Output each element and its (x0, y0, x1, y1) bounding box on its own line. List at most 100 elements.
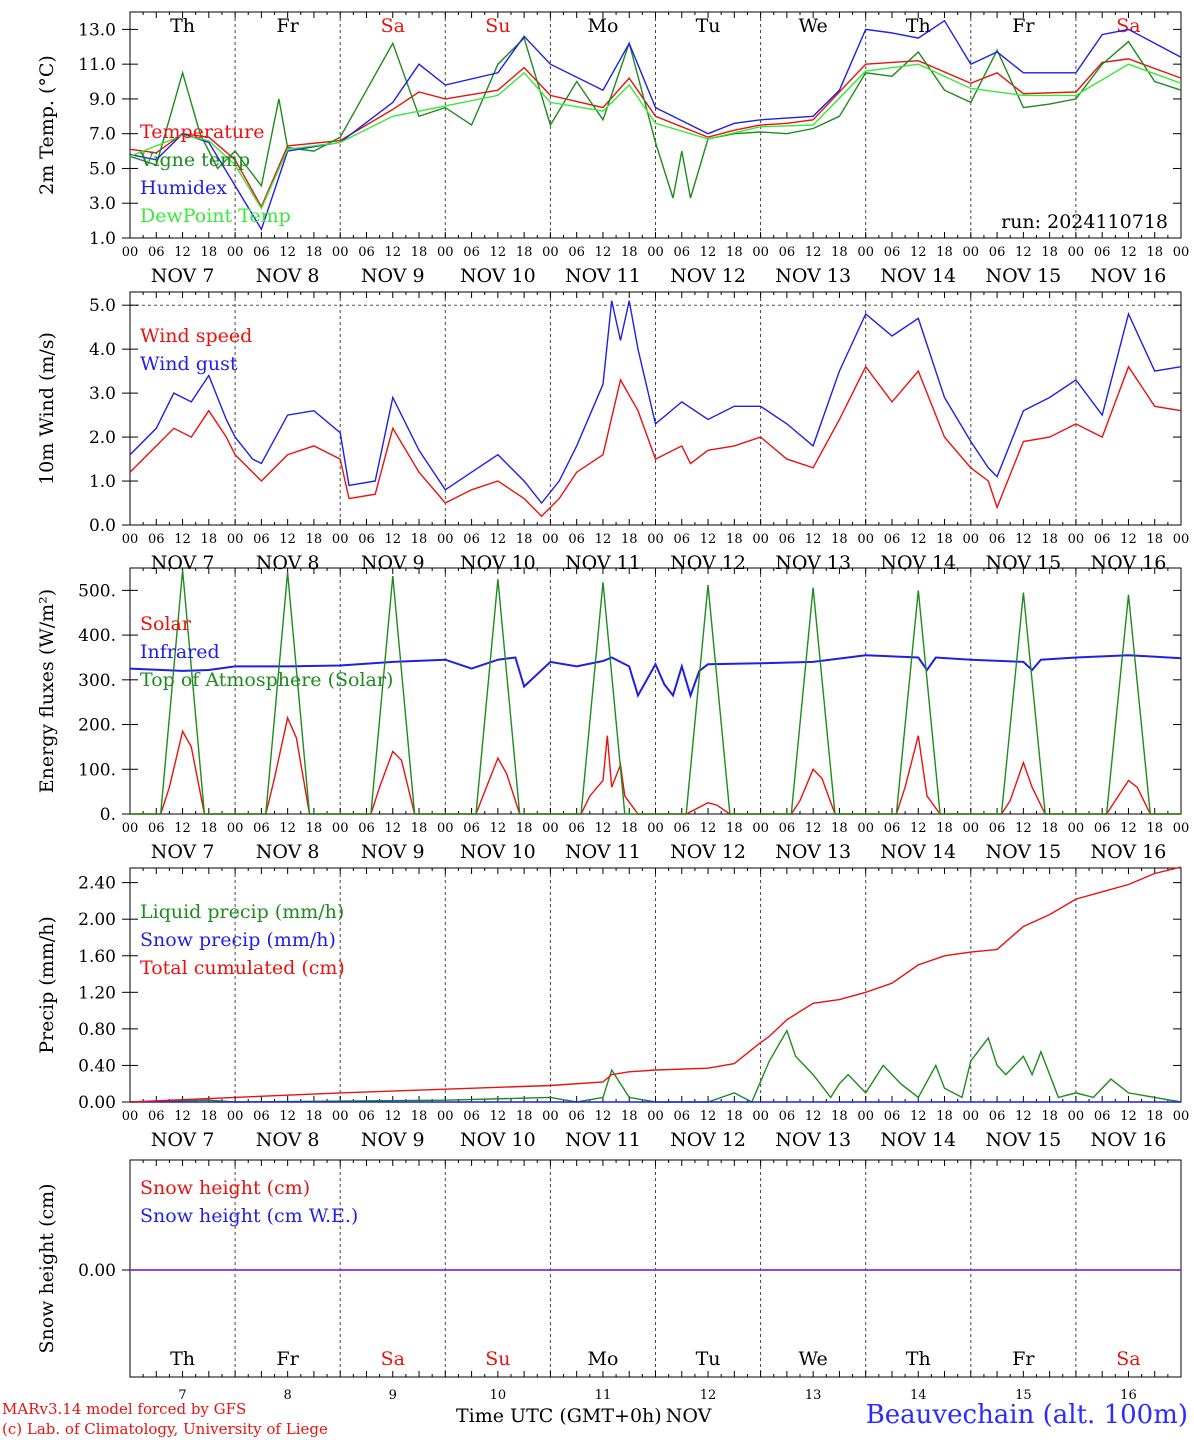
hour-tick-label: 12 (1015, 1109, 1032, 1124)
hour-tick-label: 12 (384, 532, 401, 547)
panel-1: 00 06 12 18 00 06 12 18 00 06 12 18 00 06 12 18 00 06 12 18… (36, 11, 1190, 287)
hour-tick-label: 00 (1068, 532, 1085, 547)
hour-tick-label: 06 (253, 245, 270, 260)
day-number-label: 10 (490, 1388, 507, 1403)
day-number-label: 13 (805, 1388, 822, 1403)
date-label: NOV 11 (565, 265, 641, 287)
day-number-label: 9 (389, 1388, 397, 1403)
month-label: NOV (665, 1405, 712, 1427)
hour-tick-label: 18 (1146, 532, 1163, 547)
hour-tick-label: 06 (1094, 821, 1111, 836)
legend-entry: Snow height (cm) (140, 1177, 310, 1199)
hour-tick-label: 12 (805, 821, 822, 836)
hour-tick-label: 18 (201, 245, 218, 260)
hour-tick-label: 18 (726, 821, 743, 836)
hour-tick-label: 00 (227, 1109, 244, 1124)
hour-tick-label: 18 (936, 245, 953, 260)
hour-tick-label: 06 (674, 245, 691, 260)
hour-tick-label: 00 (542, 1109, 559, 1124)
hour-tick-label: 00 (1173, 245, 1190, 260)
hour-tick-label: 00 (332, 532, 349, 547)
y-tick-label: 1.0 (89, 472, 116, 492)
y-tick-label: 100. (78, 760, 116, 780)
hour-tick-label: 18 (1041, 245, 1058, 260)
date-label: NOV 8 (256, 265, 320, 287)
hour-tick-label: 18 (726, 532, 743, 547)
date-label: NOV 16 (1091, 841, 1167, 863)
hour-tick-label: 18 (1146, 821, 1163, 836)
day-name-label: Fr (1012, 15, 1035, 37)
hour-tick-label: 18 (306, 532, 323, 547)
day-number-label: 14 (910, 1388, 927, 1403)
hour-tick-label: 00 (963, 1109, 980, 1124)
hour-tick-label: 06 (568, 245, 585, 260)
hour-tick-label: 00 (122, 532, 139, 547)
hour-tick-label: 00 (752, 245, 769, 260)
y-tick-label: 0.00 (78, 1093, 116, 1113)
hour-tick-label: 18 (1146, 1109, 1163, 1124)
hour-tick-label: 00 (647, 245, 664, 260)
y-tick-label: 1.60 (78, 947, 116, 967)
legend-entry: Infrared (140, 641, 220, 663)
hour-tick-label: 00 (1068, 245, 1085, 260)
hour-tick-label: 06 (989, 245, 1006, 260)
hour-tick-label: 00 (647, 532, 664, 547)
day-name-label: Fr (277, 1348, 300, 1370)
y-tick-label: 5.0 (89, 159, 116, 179)
hour-tick-label: 18 (306, 245, 323, 260)
hour-tick-label: 00 (647, 821, 664, 836)
hour-tick-label: 06 (358, 821, 375, 836)
hour-tick-label: 12 (174, 532, 191, 547)
series-line (129, 654, 1182, 699)
date-label: NOV 13 (775, 265, 851, 287)
hour-tick-label: 06 (884, 1109, 901, 1124)
date-label: NOV 9 (361, 841, 425, 863)
hour-tick-label: 06 (989, 532, 1006, 547)
legend-entry: Top of Atmosphere (Solar) (140, 669, 393, 691)
day-name-label: Su (485, 15, 510, 37)
hour-tick-label: 00 (857, 532, 874, 547)
hour-tick-label: 06 (463, 1109, 480, 1124)
y-axis-label: Snow height (cm) (36, 1183, 58, 1353)
y-axis-label: 2m Temp. (°C) (36, 55, 58, 195)
y-tick-label: 400. (78, 626, 116, 646)
day-name-label: Sa (1116, 15, 1140, 37)
y-tick-label: 0. (100, 805, 116, 825)
hour-tick-label: 12 (595, 821, 612, 836)
hour-tick-label: 06 (779, 1109, 796, 1124)
date-label: NOV 8 (256, 1129, 320, 1151)
day-name-label: We (799, 15, 828, 37)
day-name-label: Tu (696, 15, 721, 37)
day-name-label: Sa (381, 15, 405, 37)
panel-5: 0.00 Snow height (cm) Snow height (cm) Snow… (36, 1159, 1182, 1403)
y-tick-label: 0.00 (78, 1261, 116, 1281)
hour-tick-label: 12 (174, 245, 191, 260)
y-tick-label: 1.20 (78, 983, 116, 1003)
day-number-label: 11 (595, 1388, 612, 1403)
hour-tick-label: 18 (621, 245, 638, 260)
legend-entry: DewPoint Temp (140, 205, 291, 227)
y-tick-label: 300. (78, 671, 116, 691)
series-line (129, 19, 1182, 231)
date-label: NOV 7 (151, 1129, 215, 1151)
hour-tick-label: 18 (726, 1109, 743, 1124)
hour-tick-label: 12 (384, 1109, 401, 1124)
hour-tick-label: 00 (857, 1109, 874, 1124)
date-label: NOV 9 (361, 1129, 425, 1151)
hour-tick-label: 12 (910, 245, 927, 260)
hour-tick-label: 12 (700, 245, 717, 260)
date-label: NOV 7 (151, 265, 215, 287)
day-name-label: Fr (277, 15, 300, 37)
legend-entry: Temperature (140, 121, 264, 143)
hour-tick-label: 00 (122, 245, 139, 260)
hour-tick-label: 00 (963, 821, 980, 836)
hour-tick-label: 06 (779, 532, 796, 547)
series-line (130, 715, 1181, 815)
hour-tick-label: 00 (122, 821, 139, 836)
date-label: NOV 14 (880, 265, 956, 287)
hour-tick-label: 18 (201, 821, 218, 836)
hour-tick-label: 12 (1120, 1109, 1137, 1124)
credits: MARv3.14 model forced by GFS (c) Lab. of… (2, 1399, 328, 1439)
date-label: NOV 8 (256, 841, 320, 863)
hour-tick-label: 12 (279, 1109, 296, 1124)
